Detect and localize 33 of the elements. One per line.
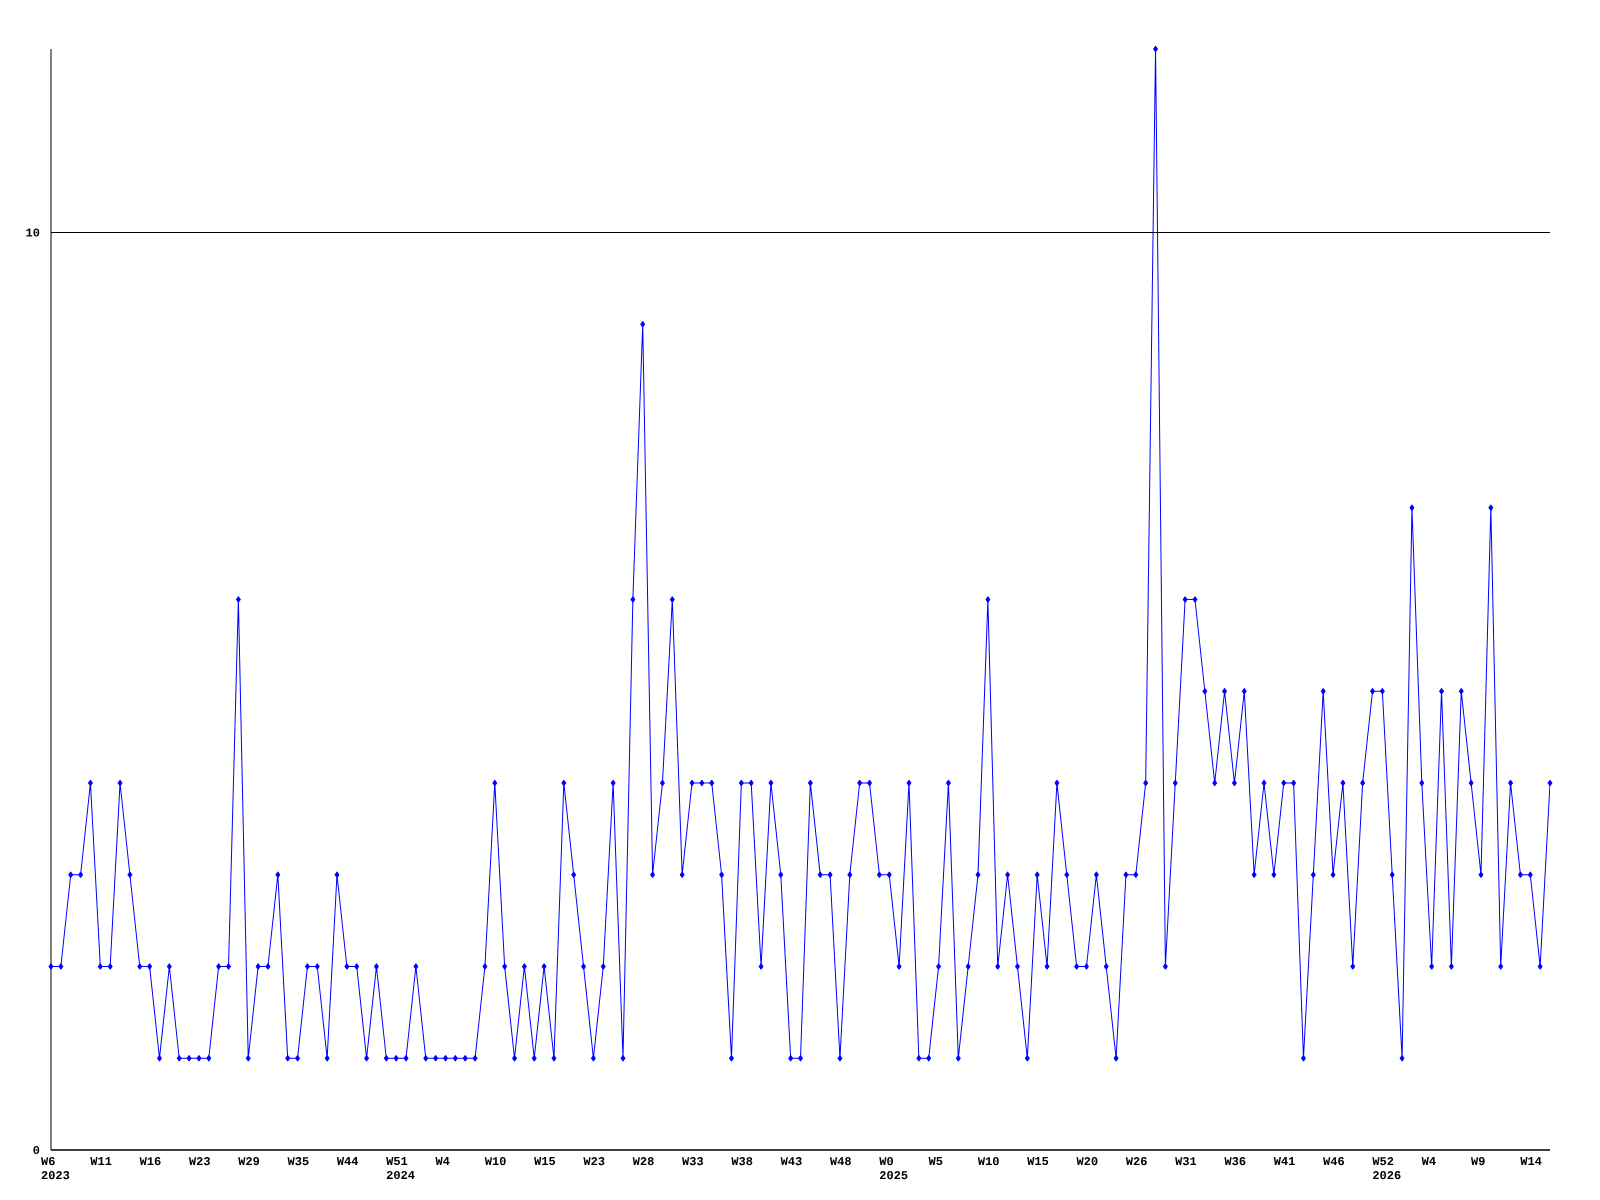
y-tick-label: 0: [33, 1145, 40, 1155]
x-tick-label: W35: [287, 1157, 309, 1166]
x-tick-label: W6 2023: [41, 1157, 70, 1180]
x-tick-label: W52 2026: [1372, 1157, 1401, 1180]
x-tick-label: W41: [1273, 1157, 1295, 1165]
x-tick-label: W10: [484, 1157, 506, 1166]
x-tick-label: W20: [1076, 1157, 1098, 1166]
x-tick-label: W4: [1421, 1157, 1436, 1165]
x-tick-label: W38: [731, 1157, 753, 1166]
x-tick-label: W28: [632, 1157, 654, 1166]
x-tick-label: W23: [583, 1157, 605, 1166]
y-tick-label: 10: [26, 228, 40, 237]
x-tick-label: W26: [1125, 1157, 1147, 1166]
x-tick-label: W4: [435, 1157, 450, 1165]
x-tick-label: W48: [829, 1157, 851, 1166]
x-tick-label: W5: [928, 1157, 943, 1166]
x-tick-label: W43: [780, 1157, 802, 1166]
x-tick-label: W29: [238, 1157, 260, 1166]
x-tick-label: W36: [1224, 1157, 1246, 1166]
x-tick-label: W10: [977, 1157, 999, 1166]
x-tick-label: W44: [336, 1157, 359, 1165]
x-tick-label: W31: [1175, 1157, 1197, 1166]
x-tick-label: W11: [90, 1157, 112, 1165]
x-tick-label: W14: [1520, 1157, 1542, 1165]
x-tick-label: W15: [1027, 1157, 1049, 1166]
x-tick-label: W46: [1323, 1157, 1345, 1166]
x-tick-label: W15: [534, 1157, 556, 1166]
x-tick-label: W23: [188, 1157, 210, 1166]
x-tick-label: W9: [1470, 1157, 1485, 1166]
x-tick-label: W51 2024: [386, 1157, 415, 1180]
x-tick-label: W16: [139, 1157, 161, 1166]
x-tick-label: W0 2025: [879, 1157, 908, 1180]
x-tick-label: W33: [682, 1157, 704, 1166]
